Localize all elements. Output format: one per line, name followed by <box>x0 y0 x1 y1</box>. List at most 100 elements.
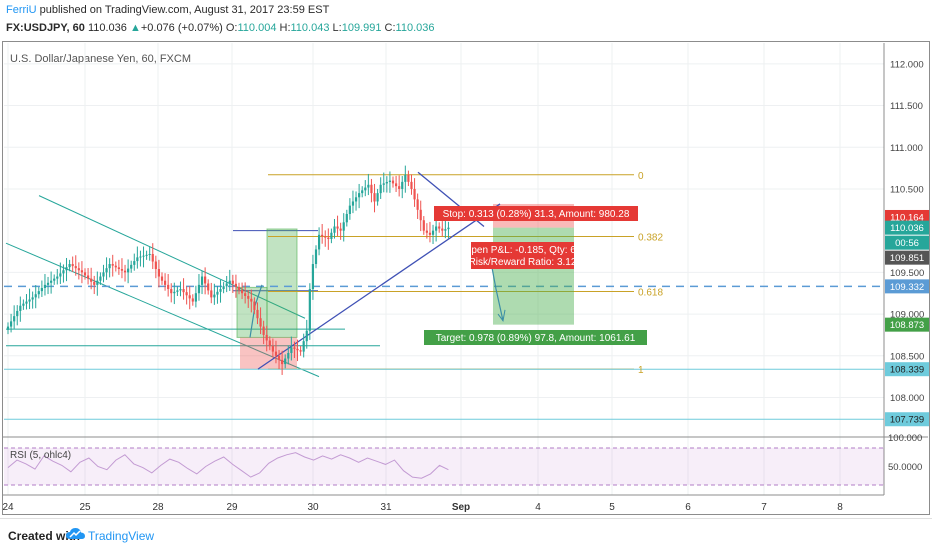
candle-body <box>416 199 419 210</box>
target-label-text: Target: 0.978 (0.89%) 97.8, Amount: 1061… <box>436 333 636 344</box>
price-tick-label: 109.000 <box>890 310 924 321</box>
candle-body <box>391 180 395 184</box>
candle-body <box>71 264 74 267</box>
price-label-bg <box>885 235 929 250</box>
rsi-title: RSI (5, ohlc4) <box>10 450 71 461</box>
candle-body <box>46 282 50 285</box>
time-tick-label: 25 <box>79 502 91 513</box>
candle-body <box>373 193 376 202</box>
candle-body <box>311 264 315 290</box>
candle-body <box>105 268 108 273</box>
price-label-bg <box>885 250 929 265</box>
candle-body <box>148 254 151 256</box>
candle-body <box>200 276 204 285</box>
candle-body <box>394 183 398 187</box>
candle-body <box>358 193 361 198</box>
candle-body <box>179 289 182 291</box>
candle-body <box>83 272 87 276</box>
candle-body <box>34 294 37 298</box>
candle-body <box>182 289 185 293</box>
candles <box>6 165 450 375</box>
price-axis[interactable]: 112.000 111.500 111.000 110.500 109.500 109.0… <box>883 43 929 495</box>
price-label-text: 107.739 <box>890 415 924 426</box>
candle-body <box>99 276 102 281</box>
candle-body <box>173 291 176 294</box>
drawing-labels: 0 0.382 0.618 1 Stop: 0.313 (0.28%) 31.3, Am… <box>424 171 663 376</box>
candle-body <box>284 358 287 365</box>
time-tick-label: 30 <box>307 502 319 513</box>
candle-body <box>321 234 324 237</box>
price-label-bg <box>885 209 929 224</box>
price-chart[interactable]: 0 0.382 0.618 1 Stop: 0.313 (0.28%) 31.3, Am… <box>0 0 932 515</box>
candle-body <box>114 265 117 268</box>
candle-body <box>219 289 222 292</box>
publish-line: FerriU published on TradingView.com, Aug… <box>6 3 329 17</box>
candle-body <box>204 276 207 284</box>
price-tick-label: 110.500 <box>890 184 924 195</box>
long-zone-box <box>236 286 268 338</box>
candle-body <box>256 309 259 319</box>
candle-body <box>108 264 111 269</box>
candle-body <box>16 310 19 317</box>
candle-body <box>111 264 114 266</box>
candle-body <box>370 184 373 194</box>
time-tick-label: 4 <box>535 502 541 513</box>
candle-body <box>287 352 290 359</box>
candle-body <box>413 188 416 200</box>
candle-body <box>13 316 16 322</box>
time-axis[interactable]: 24 25 28 29 30 31 Sep 4 5 6 7 8 <box>2 494 884 513</box>
candle-body <box>80 270 84 273</box>
price-label-text: 110.164 <box>890 212 924 223</box>
candle-body <box>56 276 59 279</box>
candle-body <box>228 280 231 284</box>
time-tick-label: 29 <box>226 502 238 513</box>
last-price: 110.036 <box>87 22 127 34</box>
candle-body <box>317 234 321 250</box>
price-label-text: 109.332 <box>890 282 924 293</box>
candle-body <box>216 291 219 295</box>
open-value: 110.004 <box>237 22 277 34</box>
fib-level-label: 0 <box>638 171 644 182</box>
candle-body <box>157 269 161 277</box>
candle-body <box>43 284 47 288</box>
candle-body <box>259 318 262 327</box>
arrow-head-icon <box>497 309 506 322</box>
price-label-bg <box>885 362 929 377</box>
candle-body <box>96 280 99 285</box>
stop-label-bg <box>434 206 638 221</box>
candle-body <box>342 222 345 231</box>
time-tick-label: 28 <box>152 502 164 513</box>
low-value: 109.991 <box>341 22 382 34</box>
candle-body <box>299 350 302 352</box>
symbol-label: FX:USDJPY, 60 <box>6 22 85 34</box>
candle-body <box>25 301 28 304</box>
candle-body <box>324 236 327 238</box>
price-label-text: 108.873 <box>890 320 924 331</box>
publish-text: published on TradingView.com, August 31,… <box>39 4 330 16</box>
footer: Created with TradingView <box>0 518 932 551</box>
time-tick-label: 6 <box>685 502 691 513</box>
candle-body <box>441 228 444 231</box>
time-tick-label: 7 <box>761 502 767 513</box>
candle-body <box>176 290 179 292</box>
candle-body <box>339 228 342 231</box>
candle-body <box>333 226 336 233</box>
candle-body <box>431 230 435 235</box>
tradingview-link[interactable]: TradingView <box>88 529 155 543</box>
price-tick-label: 108.500 <box>890 351 924 362</box>
candle-body <box>281 359 284 365</box>
candle-body <box>425 230 428 233</box>
author-link[interactable]: FerriU <box>6 4 37 16</box>
candle-body <box>37 291 40 295</box>
candle-body <box>234 283 238 287</box>
candle-body <box>250 298 253 302</box>
candle-body <box>422 220 425 231</box>
candle-body <box>160 276 164 281</box>
candle-body <box>247 295 250 299</box>
long-target-box <box>266 228 298 338</box>
candle-body <box>28 299 31 302</box>
price-label-bg <box>885 220 929 235</box>
candle-body <box>376 193 379 202</box>
candle-body <box>262 326 265 335</box>
candle-body <box>379 184 382 194</box>
